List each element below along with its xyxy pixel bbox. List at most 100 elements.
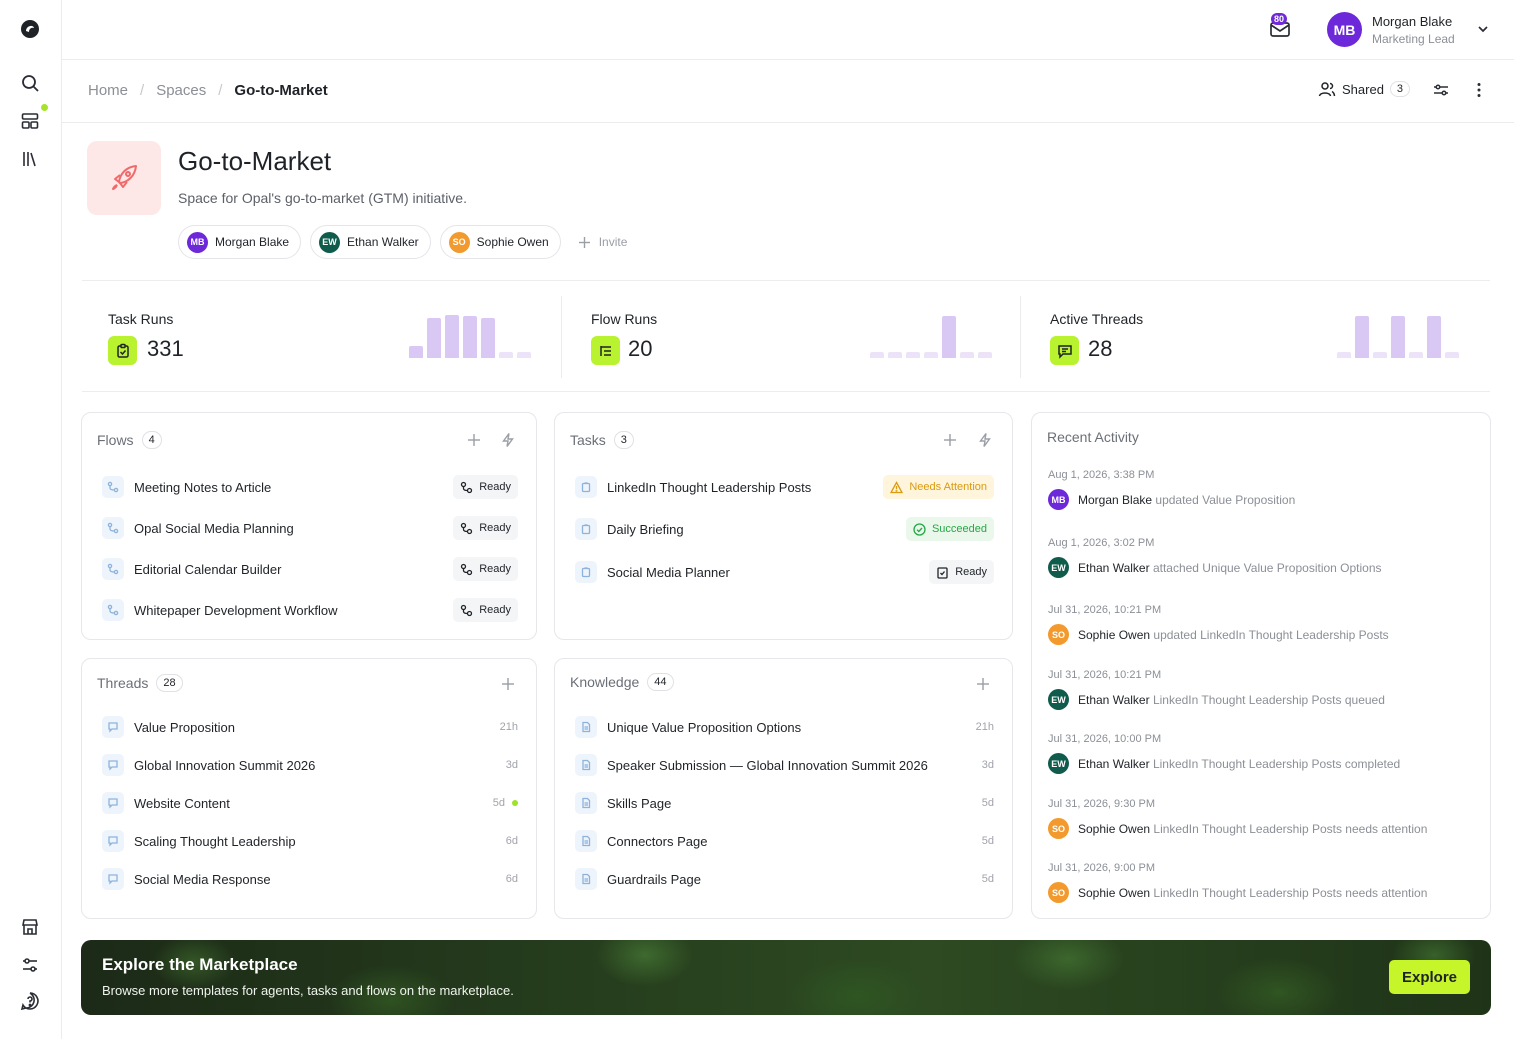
activity-time: Jul 31, 2026, 10:21 PM bbox=[1048, 669, 1162, 681]
activity-item[interactable]: Aug 1, 2026, 3:38 PM MB Morgan Blake updat… bbox=[1048, 469, 1480, 510]
card-title: Flows bbox=[97, 432, 134, 448]
stat-flow-runs: Flow Runs 20 bbox=[562, 296, 1020, 378]
breadcrumb-home[interactable]: Home bbox=[88, 82, 129, 99]
list-item[interactable]: Website Content 5d bbox=[102, 789, 518, 817]
plus-icon bbox=[578, 236, 590, 248]
status-badge: Succeeded bbox=[905, 517, 994, 541]
activity-item[interactable]: Jul 31, 2026, 9:30 PM SO Sophie Owen Linke… bbox=[1048, 798, 1480, 839]
filter-icon[interactable] bbox=[1432, 81, 1450, 99]
left-rail bbox=[0, 0, 62, 1039]
activity-time: Jul 31, 2026, 10:21 PM bbox=[1048, 604, 1162, 616]
stat-bar bbox=[942, 316, 956, 358]
settings-sliders-icon[interactable] bbox=[19, 954, 41, 976]
list-item[interactable]: Social Media Planner Ready bbox=[575, 558, 994, 586]
activity-line: EW Ethan Walker LinkedIn Thought Leadersh… bbox=[1048, 689, 1480, 710]
stat-bar bbox=[870, 352, 884, 358]
stat-bar bbox=[1391, 316, 1405, 358]
activity-item[interactable]: Jul 31, 2026, 10:21 PM SO Sophie Owen upda… bbox=[1048, 604, 1480, 645]
item-label: Social Media Response bbox=[134, 871, 271, 887]
add-task-icon[interactable] bbox=[942, 432, 958, 448]
knowledge-card: Knowledge 44 Unique Value Proposition Op… bbox=[554, 658, 1013, 919]
list-item[interactable]: Scaling Thought Leadership 6d bbox=[102, 827, 518, 855]
search-icon[interactable] bbox=[19, 72, 41, 94]
activity-item[interactable]: Jul 31, 2026, 9:00 PM SO Sophie Owen Linke… bbox=[1048, 862, 1480, 903]
chevron-down-icon[interactable] bbox=[1476, 22, 1490, 36]
user-avatar[interactable]: MB bbox=[1327, 12, 1362, 47]
space-description: Space for Opal's go-to-market (GTM) init… bbox=[178, 190, 467, 206]
shared-button[interactable]: Shared 3 bbox=[1318, 80, 1411, 98]
message-icon bbox=[102, 792, 124, 814]
list-item[interactable]: Social Media Response 6d bbox=[102, 865, 518, 893]
library-icon[interactable] bbox=[19, 148, 41, 170]
stat-bar bbox=[1445, 352, 1459, 358]
list-item[interactable]: Guardrails Page 5d bbox=[575, 865, 994, 893]
logo-icon[interactable] bbox=[19, 18, 41, 40]
lightning-icon[interactable] bbox=[500, 432, 516, 448]
flows-card: Flows 4 Meeting Notes to Article Ready O… bbox=[81, 412, 537, 640]
add-thread-icon[interactable] bbox=[500, 676, 516, 692]
breadcrumb-spaces[interactable]: Spaces bbox=[156, 82, 207, 99]
lightning-icon[interactable] bbox=[977, 432, 993, 448]
member-chip[interactable]: EW Ethan Walker bbox=[310, 225, 431, 259]
avatar: EW bbox=[1048, 689, 1069, 710]
list-item[interactable]: Speaker Submission — Global Innovation S… bbox=[575, 751, 994, 779]
member-chip[interactable]: MB Morgan Blake bbox=[178, 225, 302, 259]
document-icon bbox=[575, 868, 597, 890]
item-age: 6d bbox=[505, 873, 518, 885]
store-icon[interactable] bbox=[19, 916, 41, 938]
list-item[interactable]: Skills Page 5d bbox=[575, 789, 994, 817]
recent-activity-card: Recent Activity Aug 1, 2026, 3:38 PM MB Mo… bbox=[1031, 412, 1491, 919]
member-name: Ethan Walker bbox=[347, 235, 419, 249]
list-item[interactable]: Unique Value Proposition Options 21h bbox=[575, 713, 994, 741]
add-knowledge-icon[interactable] bbox=[975, 676, 991, 692]
invite-button[interactable]: Invite bbox=[578, 235, 627, 249]
flow-icon bbox=[102, 558, 124, 580]
count-badge: 3 bbox=[613, 431, 634, 449]
add-flow-icon[interactable] bbox=[466, 432, 482, 448]
help-icon[interactable] bbox=[19, 990, 41, 1012]
list-item[interactable]: Opal Social Media Planning Ready bbox=[102, 514, 518, 542]
breadcrumb-separator: / bbox=[140, 82, 145, 99]
spaces-icon[interactable] bbox=[19, 110, 41, 132]
threads-card: Threads 28 Value Proposition 21h Global … bbox=[81, 658, 537, 919]
list-item[interactable]: Editorial Calendar Builder Ready bbox=[102, 555, 518, 583]
list-item[interactable]: Connectors Page 5d bbox=[575, 827, 994, 855]
list-item[interactable]: Whitepaper Development Workflow Ready bbox=[102, 596, 518, 624]
explore-button[interactable]: Explore bbox=[1389, 960, 1470, 994]
activity-line: EW Ethan Walker attached Unique Value Pro… bbox=[1048, 557, 1480, 578]
banner-subtitle: Browse more templates for agents, tasks … bbox=[102, 983, 514, 998]
activity-item[interactable]: Jul 31, 2026, 10:21 PM EW Ethan Walker Lin… bbox=[1048, 669, 1480, 710]
stat-value: 331 bbox=[147, 336, 184, 361]
activity-item[interactable]: Jul 31, 2026, 10:00 PM EW Ethan Walker Lin… bbox=[1048, 733, 1480, 774]
document-icon bbox=[575, 792, 597, 814]
item-label: Guardrails Page bbox=[607, 871, 701, 887]
item-label: LinkedIn Thought Leadership Posts bbox=[607, 479, 812, 495]
list-item[interactable]: Global Innovation Summit 2026 3d bbox=[102, 751, 518, 779]
stats-divider bbox=[561, 296, 562, 378]
member-chip[interactable]: SO Sophie Owen bbox=[439, 225, 561, 259]
more-vertical-icon[interactable] bbox=[1470, 81, 1488, 99]
card-title: Tasks bbox=[570, 432, 606, 448]
item-label: Opal Social Media Planning bbox=[134, 520, 294, 536]
avatar: SO bbox=[1048, 882, 1069, 903]
flow-icon bbox=[102, 517, 124, 539]
count-badge: 28 bbox=[156, 674, 183, 692]
spaces-active-dot bbox=[41, 104, 48, 111]
item-label: Global Innovation Summit 2026 bbox=[134, 757, 316, 773]
member-name: Sophie Owen bbox=[476, 235, 549, 249]
flow-icon bbox=[461, 563, 473, 575]
stat-bars bbox=[409, 296, 533, 358]
card-title: Knowledge bbox=[570, 674, 640, 690]
activity-user: Sophie Owen bbox=[1078, 627, 1151, 642]
item-age: 5d bbox=[492, 797, 505, 809]
activity-item[interactable]: Aug 1, 2026, 3:02 PM EW Ethan Walker attac… bbox=[1048, 537, 1480, 578]
list-item[interactable]: Meeting Notes to Article Ready bbox=[102, 473, 518, 501]
stat-bars bbox=[1337, 296, 1461, 358]
list-item[interactable]: LinkedIn Thought Leadership Posts Needs … bbox=[575, 473, 994, 501]
item-label: Connectors Page bbox=[607, 833, 708, 849]
list-item[interactable]: Value Proposition 21h bbox=[102, 713, 518, 741]
flow-icon bbox=[461, 522, 473, 534]
activity-time: Jul 31, 2026, 9:00 PM bbox=[1048, 862, 1156, 874]
activity-text: updated LinkedIn Thought Leadership Post… bbox=[1153, 627, 1389, 642]
list-item[interactable]: Daily Briefing Succeeded bbox=[575, 515, 994, 543]
